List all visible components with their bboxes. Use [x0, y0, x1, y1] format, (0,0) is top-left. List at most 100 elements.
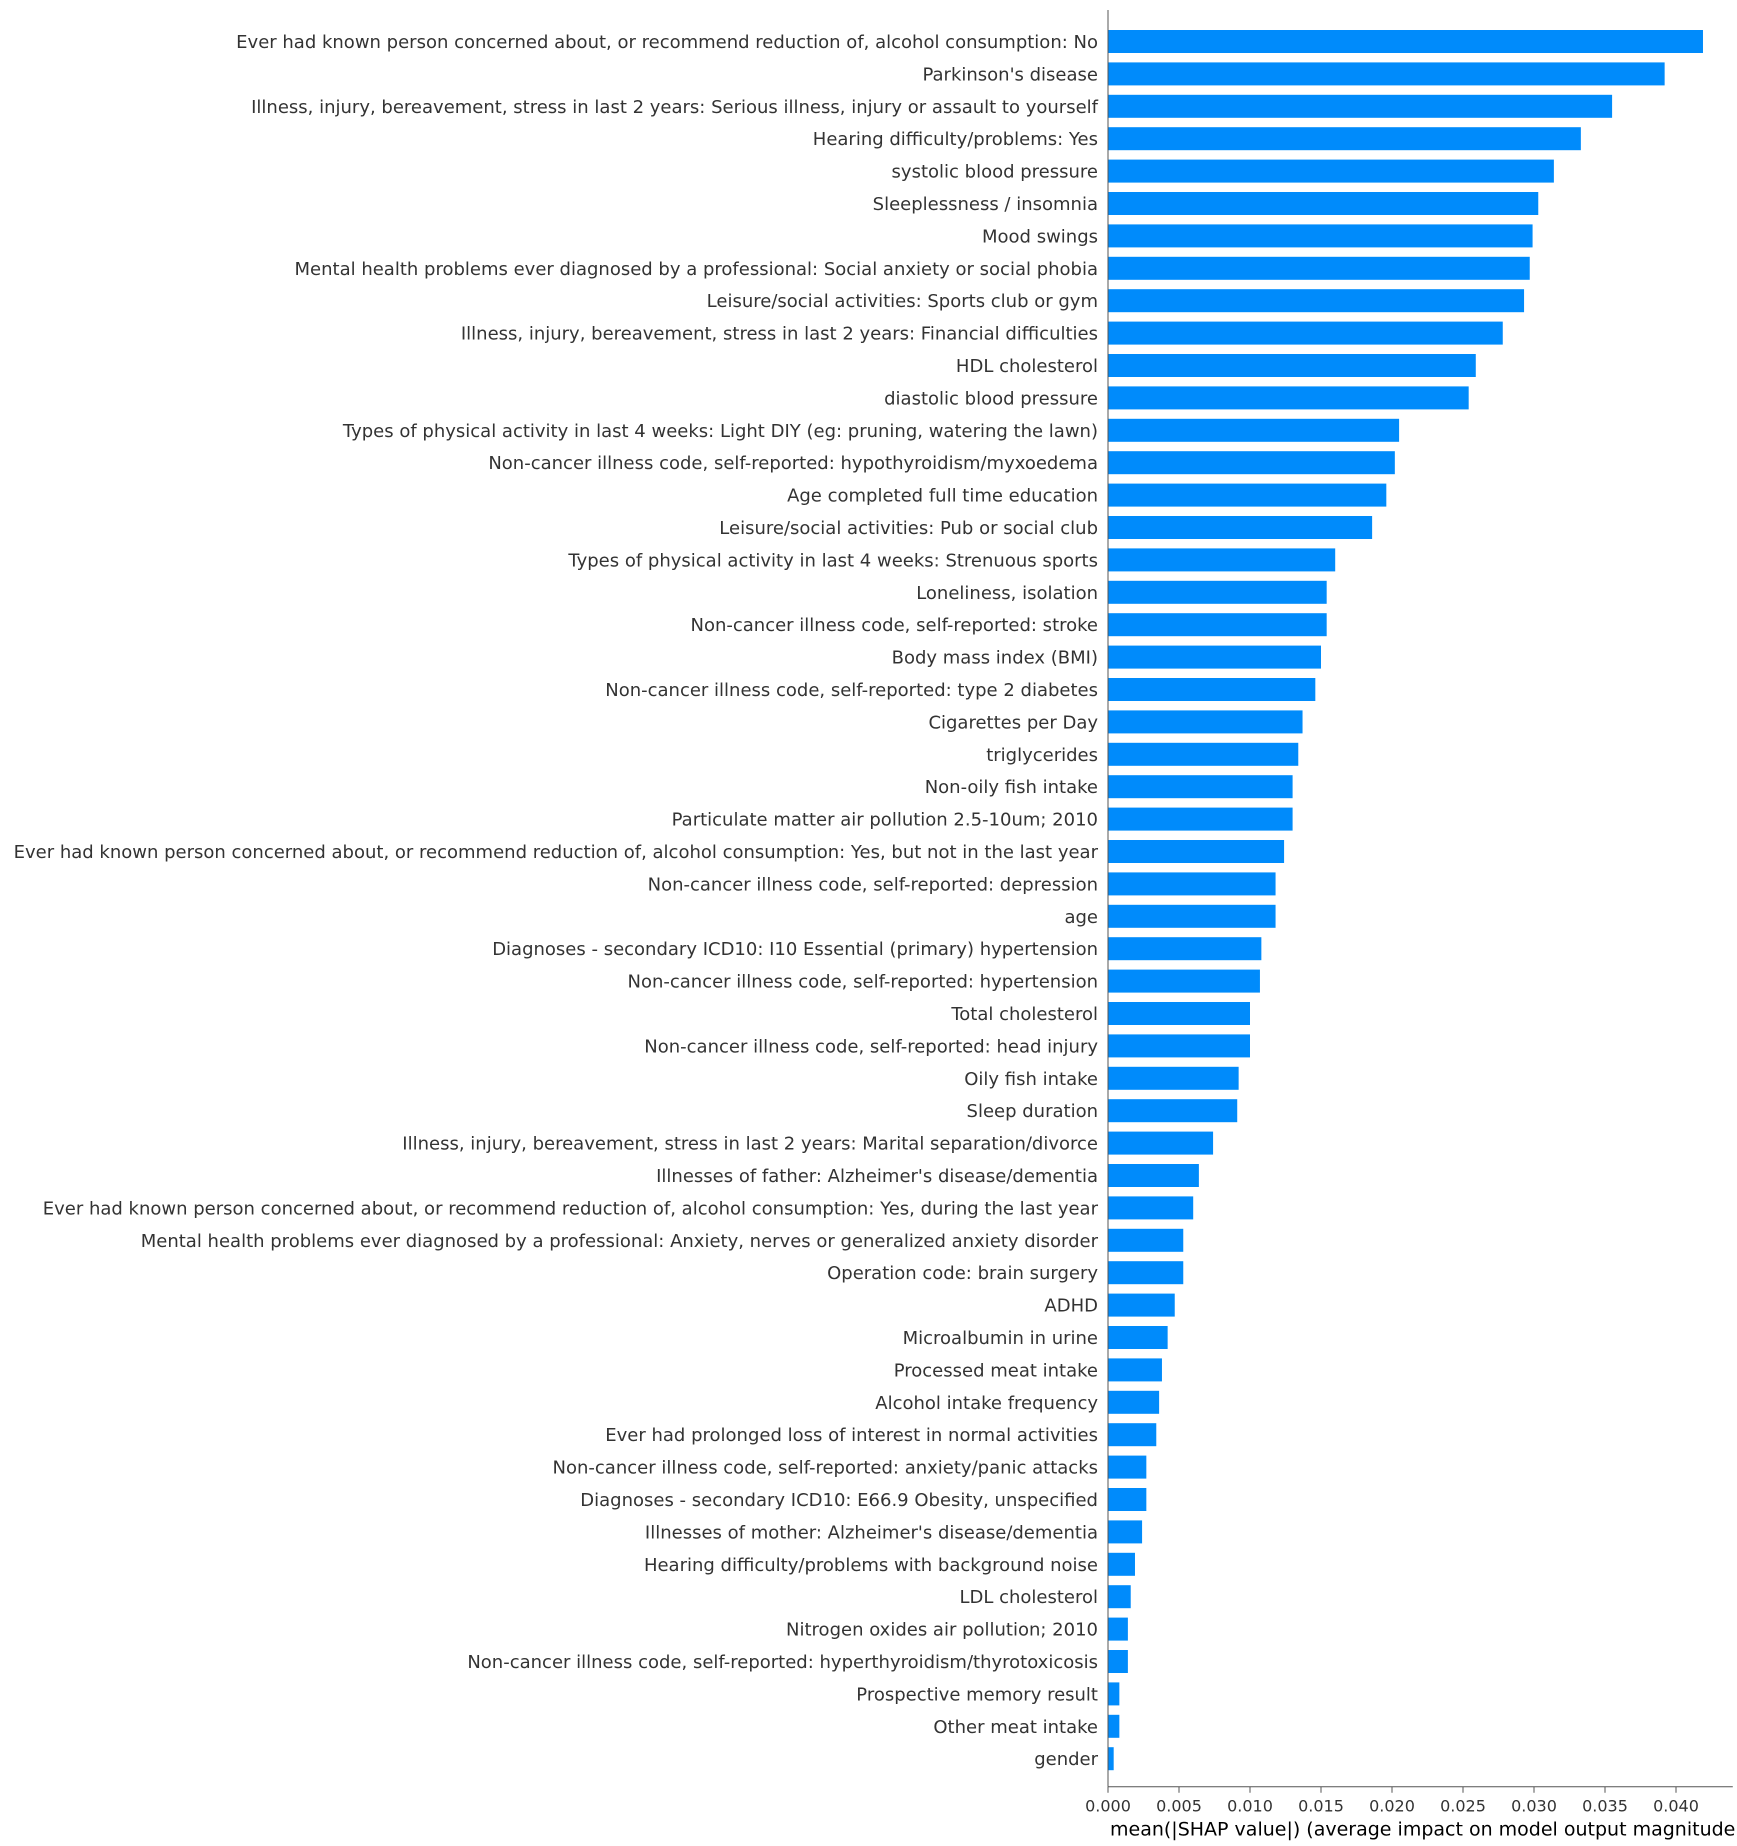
x-tick-label: 0.015	[1298, 1797, 1344, 1816]
category-label: Other meat intake	[933, 1717, 1098, 1738]
category-label: Non-cancer illness code, self-reported: …	[628, 972, 1099, 993]
category-label: LDL cholesterol	[959, 1587, 1098, 1608]
bar	[1108, 1455, 1147, 1479]
bar	[1108, 1066, 1239, 1090]
bar	[1108, 1358, 1162, 1382]
category-label: Diagnoses - secondary ICD10: I10 Essenti…	[492, 939, 1098, 960]
category-label: Non-cancer illness code, self-reported: …	[648, 874, 1098, 895]
bar	[1108, 1326, 1168, 1349]
category-label: Processed meat intake	[894, 1360, 1098, 1381]
category-label: Ever had known person concerned about, o…	[43, 1198, 1099, 1219]
category-label: Non-cancer illness code, self-reported: …	[644, 1036, 1098, 1057]
category-label: Types of physical activity in last 4 wee…	[342, 421, 1098, 442]
category-label: Parkinson's disease	[922, 64, 1098, 85]
bar	[1108, 678, 1316, 701]
category-label: Total cholesterol	[950, 1004, 1098, 1025]
x-tick-label: 0.005	[1156, 1797, 1202, 1816]
bar	[1108, 1585, 1131, 1609]
category-label: Non-oily fish intake	[925, 777, 1098, 798]
category-label: Sleep duration	[967, 1101, 1098, 1122]
category-label: Non-cancer illness code, self-reported: …	[553, 1458, 1098, 1479]
category-label: Nitrogen oxides air pollution; 2010	[786, 1620, 1098, 1641]
bar	[1108, 872, 1276, 896]
category-label: ADHD	[1044, 1296, 1098, 1317]
category-label: Non-cancer illness code, self-reported: …	[488, 453, 1098, 474]
bar	[1108, 224, 1533, 248]
bar	[1108, 94, 1613, 118]
category-label: Illness, injury, bereavement, stress in …	[402, 1134, 1098, 1155]
category-label: Body mass index (BMI)	[892, 648, 1098, 669]
bar	[1108, 1747, 1114, 1771]
category-label: gender	[1034, 1749, 1098, 1770]
bar	[1108, 256, 1530, 280]
bar	[1108, 1423, 1157, 1447]
bar	[1108, 1617, 1128, 1641]
bar	[1108, 1228, 1184, 1252]
category-label: Age completed full time education	[787, 486, 1098, 507]
bar	[1108, 418, 1400, 442]
bar	[1108, 645, 1321, 669]
category-label: HDL cholesterol	[956, 356, 1098, 377]
bar	[1108, 354, 1476, 377]
category-label: Operation code: brain surgery	[827, 1263, 1098, 1284]
category-label: Illnesses of mother: Alzheimer's disease…	[645, 1522, 1098, 1543]
bar	[1108, 1131, 1214, 1155]
bar	[1108, 775, 1293, 799]
bar	[1108, 1099, 1238, 1123]
bar	[1108, 613, 1327, 637]
bar	[1108, 127, 1581, 151]
bar	[1108, 289, 1525, 313]
bar	[1108, 548, 1336, 572]
x-tick-label: 0.030	[1511, 1797, 1557, 1816]
bar	[1108, 1002, 1250, 1025]
category-label: Non-cancer illness code, self-reported: …	[605, 680, 1098, 701]
bar-group	[1108, 30, 1703, 1771]
bar	[1108, 30, 1703, 53]
x-tick-label: 0.000	[1085, 1797, 1131, 1816]
bar	[1108, 451, 1395, 475]
category-label-group: Ever had known person concerned about, o…	[14, 32, 1099, 1770]
bar	[1108, 969, 1260, 993]
bar	[1108, 1034, 1250, 1058]
category-label: Loneliness, isolation	[916, 583, 1098, 604]
category-label: Hearing difficulty/problems with backgro…	[644, 1555, 1098, 1576]
bar	[1108, 1390, 1160, 1414]
x-tick-group: 0.000 0.005 0.010 0.015 0.020 0.025 0.030 0.035…	[1085, 1786, 1699, 1816]
category-label: Oily fish intake	[964, 1069, 1098, 1090]
x-axis-title: mean(|SHAP value|) (average impact on mo…	[1110, 1819, 1737, 1841]
category-label: Non-cancer illness code, self-reported: …	[467, 1652, 1098, 1673]
category-label: Particulate matter air pollution 2.5-10u…	[672, 810, 1098, 831]
category-label: Alcohol intake frequency	[875, 1393, 1098, 1414]
bar	[1108, 580, 1327, 604]
bar	[1108, 840, 1285, 863]
x-tick-label: 0.040	[1653, 1797, 1699, 1816]
x-tick-label: 0.010	[1227, 1797, 1273, 1816]
bar	[1108, 1196, 1194, 1220]
bar	[1108, 1488, 1147, 1511]
category-label: Leisure/social activities: Pub or social…	[719, 518, 1098, 539]
bar	[1108, 159, 1554, 183]
bar	[1108, 321, 1503, 345]
bar	[1108, 516, 1373, 539]
x-tick-label: 0.020	[1369, 1797, 1415, 1816]
category-label: Ever had known person concerned about, o…	[236, 32, 1098, 53]
bar	[1108, 1650, 1128, 1673]
bar	[1108, 192, 1539, 215]
bar	[1108, 483, 1387, 507]
category-label: Types of physical activity in last 4 wee…	[567, 550, 1098, 571]
category-label: Illnesses of father: Alzheimer's disease…	[656, 1166, 1098, 1187]
category-label: Prospective memory result	[856, 1684, 1098, 1705]
bar	[1108, 1682, 1120, 1706]
category-label: Non-cancer illness code, self-reported: …	[691, 615, 1099, 636]
bar	[1108, 386, 1469, 410]
category-label: Cigarettes per Day	[928, 712, 1098, 733]
bar	[1108, 1261, 1184, 1285]
category-label: Mood swings	[982, 226, 1098, 247]
bar	[1108, 904, 1276, 928]
bar	[1108, 937, 1262, 961]
bar	[1108, 1552, 1135, 1576]
bar	[1108, 1164, 1199, 1187]
bar	[1108, 742, 1299, 766]
category-label: Ever had prolonged loss of interest in n…	[605, 1425, 1098, 1446]
